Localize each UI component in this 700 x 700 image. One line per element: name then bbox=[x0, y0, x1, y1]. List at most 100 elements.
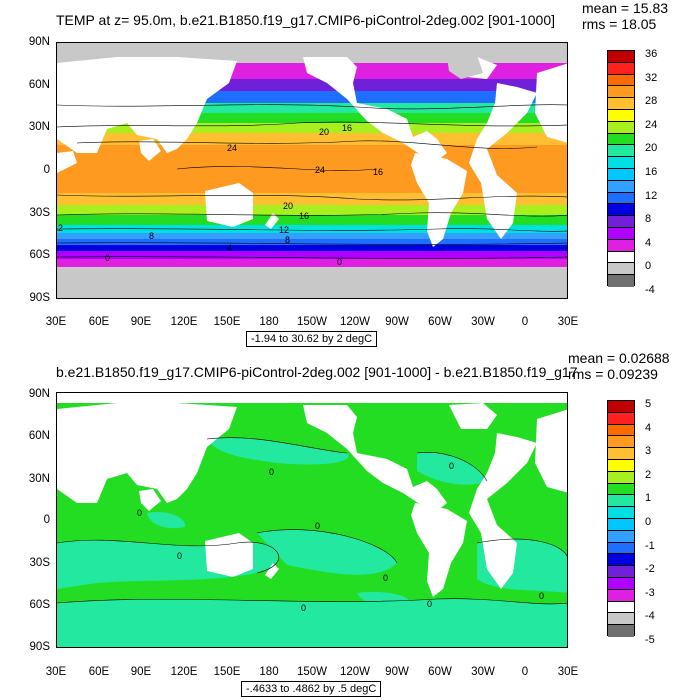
colorbar-swatch bbox=[608, 168, 634, 181]
colorbar-label: 28 bbox=[645, 95, 658, 108]
lon-label: 0 bbox=[521, 316, 529, 328]
colorbar-swatch bbox=[608, 216, 634, 228]
contour-label: 0 bbox=[315, 521, 320, 531]
contour-label: 0 bbox=[449, 461, 454, 471]
contour-label: 16 bbox=[373, 167, 383, 177]
colorbar-label: 1 bbox=[645, 492, 652, 505]
colorbar-swatch bbox=[608, 401, 634, 413]
lon-label: 30W bbox=[471, 316, 495, 328]
lat-label-60s: 60S bbox=[29, 249, 50, 261]
colorbar-swatch bbox=[608, 495, 634, 508]
colorbar-swatch bbox=[608, 601, 634, 614]
contour-label: 8 bbox=[149, 231, 154, 241]
bottom-panel-title: b.e21.B1850.f19_g17.CMIP6-piControl-2deg… bbox=[56, 364, 577, 380]
lat-label-eq: 0 bbox=[43, 514, 50, 526]
lat-label-60n: 60N bbox=[28, 430, 50, 442]
lon-label: 120W bbox=[339, 666, 371, 678]
colorbar-swatch bbox=[608, 239, 634, 252]
top-panel-title: TEMP at z= 95.0m, b.e21.B1850.f19_g17.CM… bbox=[56, 12, 556, 28]
contour-label: 0 bbox=[301, 603, 306, 613]
colorbar-label: 3 bbox=[645, 445, 652, 458]
colorbar-swatch bbox=[608, 98, 634, 110]
colorbar-swatch bbox=[608, 507, 634, 519]
colorbar-swatch bbox=[608, 227, 634, 240]
lon-label: 90W bbox=[385, 316, 409, 328]
lon-label: 90E bbox=[130, 316, 152, 328]
contour-label: 0 bbox=[177, 551, 182, 561]
colorbar-label: 0 bbox=[645, 260, 652, 273]
colorbar-swatch bbox=[608, 518, 634, 531]
lon-label: 150E bbox=[213, 666, 241, 678]
top-panel-rms: rms = 18.05 bbox=[582, 16, 657, 32]
lon-label: 30E bbox=[45, 666, 67, 678]
colorbar-label: 32 bbox=[645, 71, 658, 84]
colorbar-label: 16 bbox=[645, 166, 658, 178]
top-map-svg: 16 20 24 24 16 20 16 12 12 8 8 4 0 0 bbox=[57, 43, 567, 298]
colorbar-label: 12 bbox=[645, 189, 658, 202]
contour-label: 0 bbox=[105, 253, 110, 263]
colorbar-swatch bbox=[608, 192, 634, 205]
colorbar-swatch bbox=[608, 436, 634, 449]
colorbar-swatch bbox=[608, 62, 634, 75]
colorbar-label: -3 bbox=[645, 586, 655, 599]
bottom-difference-map: 0 0 0 0 0 0 0 0 0 bbox=[56, 392, 568, 648]
contour-label: 8 bbox=[285, 235, 290, 245]
colorbar-swatch bbox=[608, 542, 634, 555]
lon-label: 60E bbox=[88, 666, 110, 678]
top-panel-mean: mean = 15.83 bbox=[582, 0, 669, 16]
lat-label-30n: 30N bbox=[28, 473, 50, 485]
lon-label: 180 bbox=[259, 666, 279, 678]
lon-label: 30E bbox=[557, 316, 579, 328]
bottom-range-label: -.4633 to .4862 by .5 degC bbox=[241, 681, 382, 697]
bottom-map-svg: 0 0 0 0 0 0 0 0 0 bbox=[57, 393, 567, 647]
contour-label: 0 bbox=[383, 573, 388, 583]
colorbar-swatch bbox=[608, 74, 634, 87]
contour-label: 0 bbox=[137, 508, 142, 518]
bottom-panel-mean: mean = 0.02688 bbox=[568, 350, 670, 366]
colorbar-swatch bbox=[608, 589, 634, 602]
lon-label: 120E bbox=[170, 316, 198, 328]
colorbar-label: 8 bbox=[645, 213, 652, 226]
colorbar-swatch bbox=[608, 577, 634, 590]
lon-label: 30E bbox=[45, 316, 67, 328]
colorbar-swatch bbox=[608, 471, 634, 484]
colorbar-label: 36 bbox=[645, 48, 658, 60]
lon-label: 180 bbox=[259, 316, 279, 328]
colorbar-label: 24 bbox=[645, 118, 658, 131]
colorbar-label: 4 bbox=[645, 236, 652, 249]
contour-label: 24 bbox=[227, 143, 237, 153]
colorbar-label: 4 bbox=[645, 421, 652, 434]
bottom-panel-rms: rms = 0.09239 bbox=[568, 366, 658, 382]
colorbar-label: 2 bbox=[645, 468, 652, 481]
colorbar-swatch bbox=[608, 121, 634, 134]
colorbar-swatch bbox=[608, 263, 634, 276]
bottom-colorbar bbox=[607, 400, 635, 637]
contour-label: 16 bbox=[299, 211, 309, 221]
lon-label: 90W bbox=[385, 666, 409, 678]
colorbar-swatch bbox=[608, 613, 634, 626]
colorbar-label: -2 bbox=[645, 563, 655, 576]
contour-label: 4 bbox=[227, 243, 232, 253]
contour-label: 24 bbox=[315, 165, 325, 175]
colorbar-label: 5 bbox=[645, 398, 652, 410]
contour-label: 0 bbox=[337, 257, 342, 267]
colorbar-label: -5 bbox=[645, 634, 655, 646]
colorbar-swatch bbox=[608, 483, 634, 496]
lon-label: 60E bbox=[88, 316, 110, 328]
colorbar-swatch bbox=[608, 530, 634, 543]
contour-label: 0 bbox=[427, 599, 432, 609]
colorbar-label: -1 bbox=[645, 539, 655, 552]
contour-label: 12 bbox=[57, 223, 63, 233]
colorbar-swatch bbox=[608, 145, 634, 158]
lon-label: 60W bbox=[428, 666, 452, 678]
lon-label: 90E bbox=[130, 666, 152, 678]
colorbar-swatch bbox=[608, 204, 634, 217]
colorbar-swatch bbox=[608, 157, 634, 169]
colorbar-swatch bbox=[608, 448, 634, 460]
colorbar-swatch bbox=[608, 566, 634, 578]
colorbar-swatch bbox=[608, 275, 634, 287]
top-colorbar bbox=[607, 50, 635, 287]
lat-label-90s: 90S bbox=[29, 641, 50, 653]
contour-label: 16 bbox=[342, 123, 352, 133]
colorbar-swatch bbox=[608, 424, 634, 437]
